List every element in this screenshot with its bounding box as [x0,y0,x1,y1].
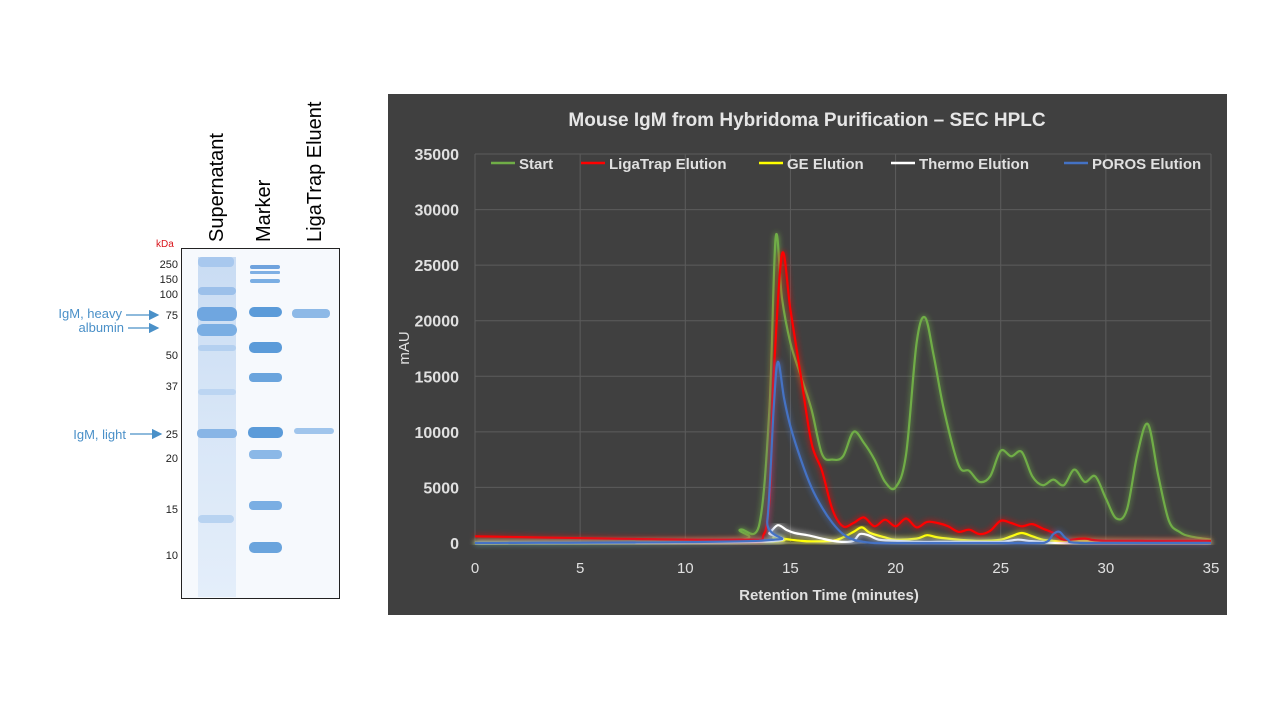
annotation-albumin: albumin [78,320,124,335]
mw-label: 50 [165,350,178,362]
series-line-poros-elution [474,360,1211,545]
x-tick-label: 5 [576,560,584,577]
band [198,257,234,267]
x-tick-label: 0 [471,560,479,577]
mw-label: 75 [165,310,178,322]
chart-svg: 0 5000 10000 15000 20000 25000 30000 35000 0 5 10 1… [396,110,1220,604]
annotation-igm-light: IgM, light [73,427,126,442]
gel-unit-label: kDa [156,239,174,250]
x-tick-label: 15 [782,560,799,577]
marker-band [250,265,280,269]
eluent-heavy-band [292,309,330,318]
annotation-igm-heavy: IgM, heavy [58,306,122,321]
legend-label: LigaTrap Elution [609,156,727,173]
mw-label: 15 [165,504,178,516]
mw-label: 250 [159,259,178,271]
sec-hplc-chart: 0 5000 10000 15000 20000 25000 30000 35000 0 5 10 1… [388,94,1227,615]
legend-label: Thermo Elution [919,156,1029,173]
band [198,515,234,523]
marker-band [249,307,282,317]
band [198,287,236,295]
x-tick-label: 30 [1098,560,1115,577]
y-tick-label: 35000 [415,147,460,164]
y-axis-title: mAU [396,331,413,364]
gel-bands [197,257,334,597]
x-tick-label: 20 [887,560,904,577]
mw-label: 150 [159,274,178,286]
marker-band [250,271,280,274]
y-tick-label: 15000 [415,369,460,386]
series-line-ge-elution [474,526,1212,545]
marker-band [248,427,283,438]
band-albumin [197,324,237,336]
marker-band [249,373,282,382]
marker-band [249,450,282,459]
legend-label: Start [519,156,553,173]
band-light [197,429,237,438]
marker-band [250,279,280,283]
gel-figure: Supernatant Marker LigaTrap Eluent kDa 2… [0,0,380,720]
band [198,345,236,351]
y-tick-label: 25000 [415,258,460,275]
mw-label: 20 [165,453,178,465]
band-heavy [197,307,237,321]
x-axis-title: Retention Time (minutes) [739,587,919,604]
gel-image [181,248,340,599]
mw-label: 37 [165,381,178,393]
annotation-arrows [126,309,163,440]
marker-band [249,542,282,553]
marker-band [249,342,282,353]
x-tick-label: 10 [677,560,694,577]
series-line-thermo-elution [474,524,1211,545]
mw-label: 25 [165,429,178,441]
y-tick-label: 20000 [415,314,460,331]
x-tick-label: 25 [992,560,1009,577]
eluent-light-band [294,428,334,434]
tick-labels: 0 5000 10000 15000 20000 25000 30000 35000 0 5 10 1… [415,147,1220,577]
y-tick-label: 5000 [423,480,459,497]
series-line-start [474,233,1212,545]
series-line-ligatrap-elution [474,251,1212,543]
legend: Start LigaTrap Elution GE Elution Thermo El… [491,156,1201,173]
chart-title: Mouse IgM from Hybridoma Purification – … [568,110,1045,131]
legend-label: GE Elution [787,156,864,173]
marker-band [249,501,282,510]
mw-label: 100 [159,289,178,301]
series-lines [474,233,1212,545]
band [198,389,236,395]
mw-label: 10 [165,550,178,562]
y-tick-label: 30000 [415,203,460,220]
legend-label: POROS Elution [1092,156,1201,173]
y-tick-label: 10000 [415,425,460,442]
x-tick-label: 35 [1203,560,1220,577]
y-tick-label: 0 [450,536,459,553]
